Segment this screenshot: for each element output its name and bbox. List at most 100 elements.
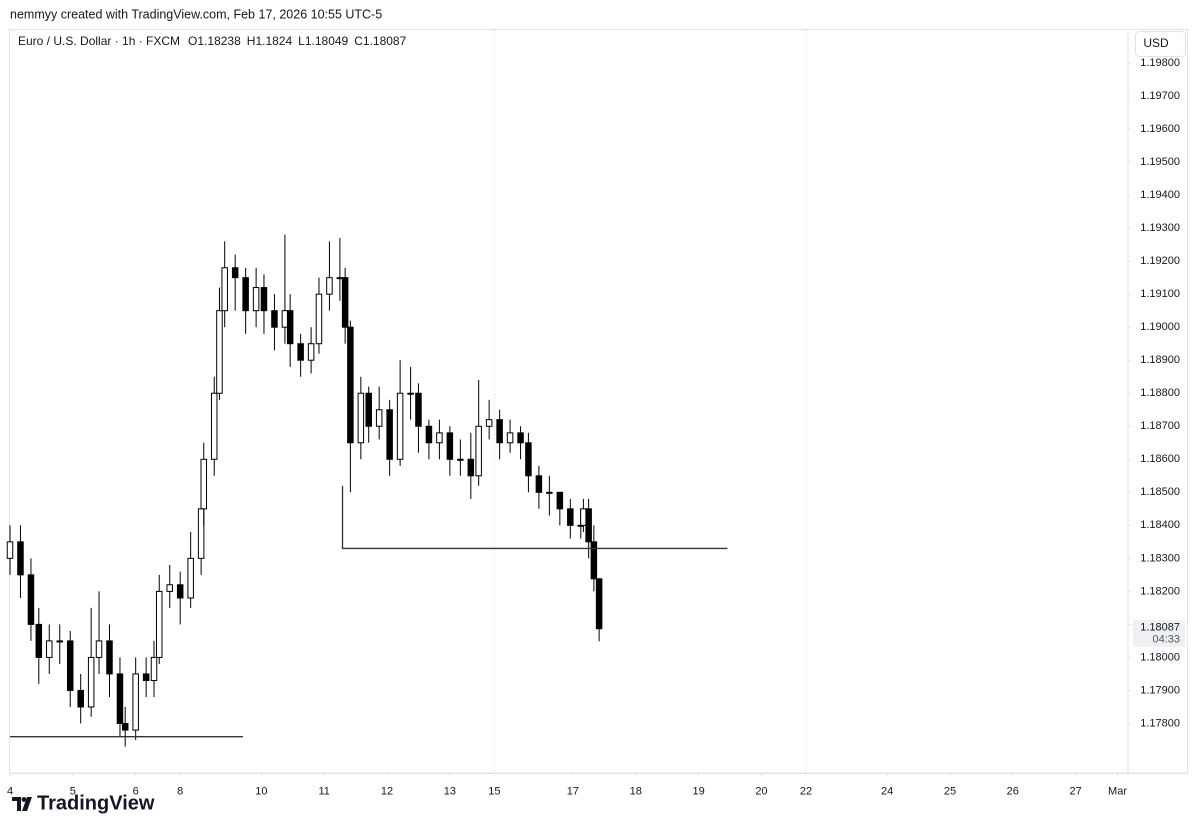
- y-tick-label: 1.19300: [1140, 222, 1180, 234]
- candle-body: [407, 392, 414, 395]
- y-tick-label: 1.18300: [1140, 552, 1180, 564]
- candle-body: [297, 343, 304, 361]
- legend-label: C: [354, 34, 363, 48]
- y-tick-label: 1.18800: [1140, 387, 1180, 399]
- candle-body: [341, 277, 349, 328]
- price-tag: [1133, 619, 1185, 647]
- candle-body: [517, 432, 524, 444]
- x-tick-label: 5: [70, 786, 76, 798]
- header: nemmyy created with TradingView.com, Feb…: [10, 7, 382, 21]
- x-tick-label: 12: [381, 786, 393, 798]
- candle-body: [585, 508, 592, 543]
- y-tick-label: 1.17800: [1140, 717, 1180, 729]
- x-tick-label: 19: [692, 786, 704, 798]
- candle-body: [66, 640, 74, 691]
- legend-value: 1.18087: [363, 34, 407, 48]
- candle-body: [580, 508, 587, 526]
- candle-body: [166, 584, 173, 592]
- candle-body: [176, 584, 184, 599]
- price-tag-value: 1.18087: [1140, 622, 1180, 634]
- x-tick-label: 17: [567, 786, 579, 798]
- candle-body: [567, 508, 574, 526]
- candle-body: [271, 310, 278, 328]
- candle-body: [365, 392, 372, 427]
- x-tick-label: 15: [488, 786, 500, 798]
- y-tick-label: 1.18900: [1140, 354, 1180, 366]
- symbol: Euro / U.S. Dollar · 1h · FXCM: [18, 34, 180, 48]
- candle-body: [242, 277, 249, 312]
- x-tick-label: 26: [1007, 786, 1019, 798]
- candle-body: [27, 574, 35, 625]
- candle-body: [546, 491, 553, 494]
- candle-body: [556, 491, 564, 510]
- candle-body: [155, 590, 163, 658]
- y-tick-label: 1.17900: [1140, 684, 1180, 696]
- candle-body: [286, 310, 294, 345]
- x-tick-label: 22: [800, 786, 812, 798]
- candle-body: [326, 277, 333, 295]
- candle-body: [87, 656, 95, 708]
- candle-body: [260, 287, 268, 312]
- candle-body: [467, 458, 475, 477]
- candle-body: [150, 656, 158, 682]
- candle-body: [197, 508, 205, 559]
- x-tick-label: Mar: [1108, 786, 1127, 798]
- x-tick-label: 8: [177, 786, 183, 798]
- y-tick-label: 1.19200: [1140, 255, 1180, 267]
- y-tick-label: 1.18200: [1140, 585, 1180, 597]
- candle-body: [336, 277, 344, 280]
- legend-value: 1.1824: [255, 34, 292, 48]
- candle-body: [590, 541, 598, 580]
- candle-body: [200, 458, 208, 510]
- legend-value: 1.18238: [197, 34, 241, 48]
- candle-body: [595, 578, 603, 630]
- x-tick-label: 20: [755, 786, 767, 798]
- brand: TradingView: [37, 792, 155, 814]
- x-tick-label: 10: [255, 786, 267, 798]
- candle-body: [307, 343, 315, 361]
- legend-label: O: [188, 34, 197, 48]
- x-tick-label: 24: [881, 786, 893, 798]
- x-tick-label: 27: [1070, 786, 1082, 798]
- candle-body: [496, 419, 503, 444]
- x-tick-label: 18: [630, 786, 642, 798]
- candle-body: [475, 425, 482, 477]
- y-tick-label: 1.18600: [1140, 453, 1180, 465]
- candle-body: [46, 640, 53, 658]
- legend-label: L: [298, 34, 305, 48]
- y-tick-label: 1.19100: [1140, 288, 1180, 300]
- x-tick-label: 6: [133, 786, 139, 798]
- candle-body: [231, 267, 239, 279]
- candle-body: [187, 557, 194, 599]
- x-tick-label: 25: [944, 786, 956, 798]
- x-tick-label: 13: [444, 786, 456, 798]
- candle-body: [446, 432, 454, 460]
- currency-button[interactable]: [1135, 31, 1186, 57]
- x-tick-label: 4: [7, 786, 13, 798]
- candle-body: [347, 326, 354, 444]
- y-tick-label: 1.19600: [1140, 123, 1180, 135]
- candle-body: [252, 287, 260, 312]
- y-tick-label: 1.19400: [1140, 189, 1180, 201]
- currency[interactable]: USD: [1143, 36, 1169, 50]
- candle-body: [210, 392, 218, 460]
- candle-body: [506, 432, 514, 444]
- candle-body: [436, 432, 443, 444]
- y-tick-label: 1.18500: [1140, 486, 1180, 498]
- candle-body: [375, 409, 383, 427]
- candle-body: [95, 640, 103, 658]
- y-tick-label: 1.19000: [1140, 321, 1180, 333]
- candle-body: [386, 409, 393, 460]
- logo: [12, 797, 32, 811]
- candle-body: [485, 419, 493, 427]
- candle-body: [535, 475, 543, 493]
- legend-value: 1.18049: [305, 34, 349, 48]
- logo-dot: [21, 797, 27, 802]
- candle-body: [396, 392, 404, 460]
- candle-body: [56, 640, 63, 643]
- candle-body: [132, 673, 139, 731]
- x-tick-label: 11: [318, 786, 329, 798]
- candle-body: [216, 310, 223, 394]
